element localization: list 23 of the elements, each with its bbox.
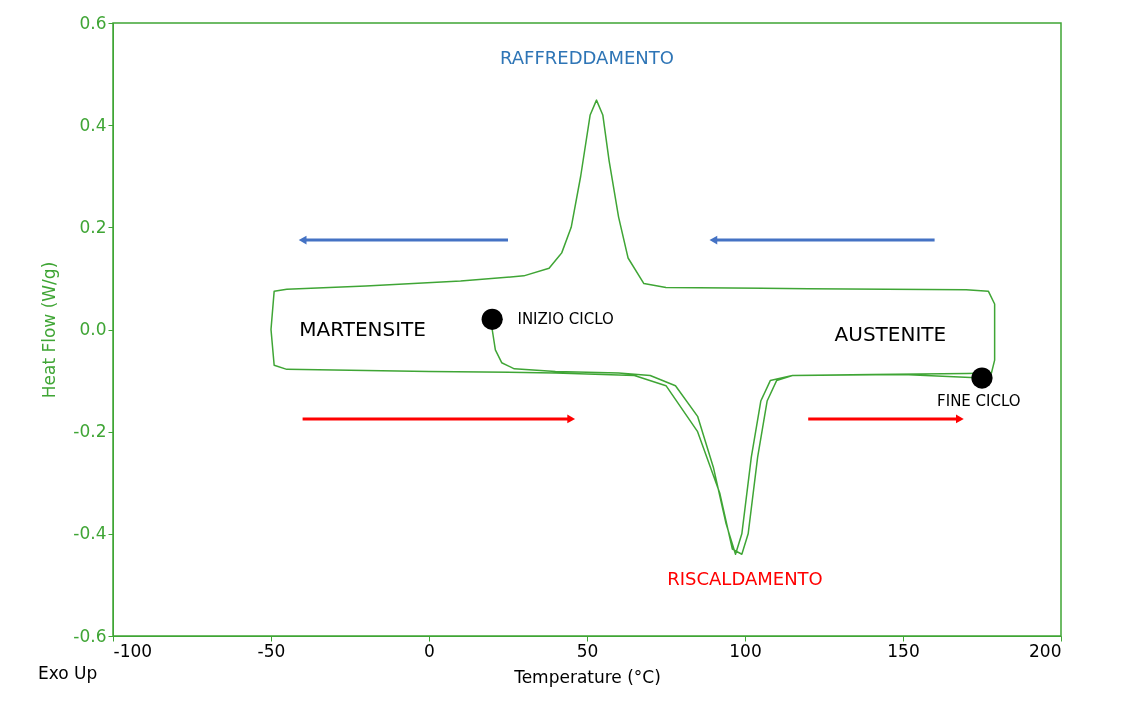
y-tick-label: -0.6 [73, 625, 107, 646]
x-tick-label: 150 [887, 640, 920, 661]
x-tick-label: 100 [729, 640, 762, 661]
annotation: MARTENSITE [299, 316, 426, 341]
y-axis-title: Heat Flow (W/g) [39, 261, 60, 399]
x-tick-label: -50 [257, 640, 286, 661]
annotation: FINE CICLO [937, 392, 1021, 411]
annotation: INIZIO CICLO [517, 310, 614, 329]
annotation: RAFFREDDAMENTO [500, 46, 674, 68]
y-tick-label: -0.2 [73, 421, 107, 442]
text: Exo Up [38, 663, 98, 683]
y-tick-label: 0.6 [79, 12, 107, 33]
annotation: RISCALDAMENTO [667, 567, 823, 589]
annotation: AUSTENITE [834, 321, 947, 346]
y-tick-label: 0.0 [79, 319, 107, 339]
y-tick-label: 0.4 [79, 114, 107, 135]
y-tick-label: 0.2 [79, 216, 107, 237]
x-axis-title: Temperature (°C) [513, 666, 661, 687]
x-tick-label: 0 [424, 640, 435, 661]
x-tick-label: 200 [1029, 640, 1062, 661]
x-tick-label: -100 [113, 640, 153, 661]
y-tick-label: -0.4 [73, 523, 107, 544]
x-tick-label: 50 [576, 640, 599, 661]
